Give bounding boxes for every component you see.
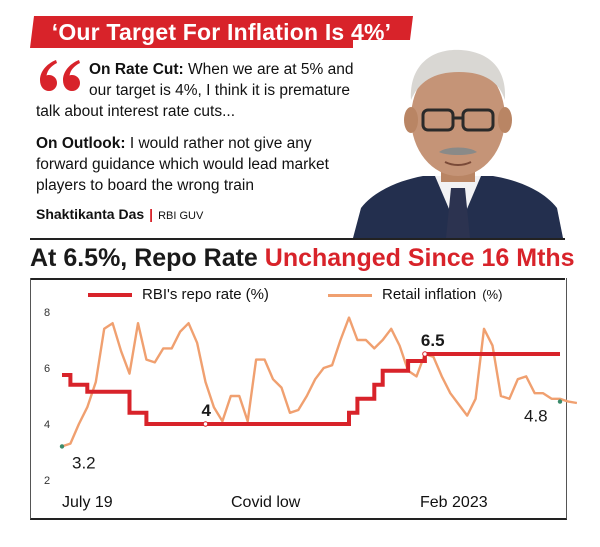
legend-unit-inflation: (%)	[482, 287, 503, 302]
chart-frame	[30, 278, 567, 520]
legend-label-repo: RBI's repo rate	[142, 286, 242, 303]
portrait-image	[353, 40, 563, 238]
chart-headline: At 6.5%, Repo Rate Unchanged Since 16 Mt…	[30, 244, 575, 273]
y-tick-label-6: 6	[44, 363, 50, 375]
quote-outlook-label: On Outlook:	[36, 135, 126, 152]
quote-mark-icon	[40, 60, 80, 91]
annotation-label-3: 4.8	[524, 407, 548, 426]
inflation-line	[61, 316, 578, 448]
y-tick-label-2: 2	[44, 475, 50, 487]
mid-divider	[30, 278, 565, 280]
x-tick-label-covid-low: Covid low	[231, 494, 301, 511]
quote-rate-cut-line3: talk about interest rate cuts...	[36, 103, 236, 120]
quote-rate-cut-text1: When we are at 5% and	[183, 61, 354, 78]
top-divider	[30, 238, 565, 240]
annotation-label-0: 3.2	[72, 453, 96, 472]
quote-rate-cut-line1: On Rate Cut: When we are at 5% and	[89, 60, 353, 80]
headline-highlight: Unchanged Since 16 Mths	[264, 244, 575, 272]
headline-prefix: At 6.5%, Repo Rate	[30, 244, 265, 272]
annotation-marker-0	[59, 444, 65, 449]
y-tick-label-8: 8	[44, 307, 50, 319]
legend-label-inflation: Retail inflation	[382, 286, 477, 303]
x-tick-label-feb2023: Feb 2023	[420, 494, 488, 511]
annotation-marker-1	[202, 421, 209, 427]
x-tick-label-july19: July 19	[62, 494, 113, 511]
annotation-label-1: 4	[202, 401, 212, 420]
y-tick-label-4: 4	[44, 419, 50, 431]
byline-role: RBI GUV	[158, 210, 204, 222]
quote-outlook-line2: forward guidance which would lead market	[36, 156, 329, 173]
legend-item-repo: RBI's repo rate (%)	[88, 286, 269, 303]
byline: Shaktikanta Das | RBI GUV	[36, 206, 203, 222]
annotation-marker-2	[422, 351, 428, 357]
quote-outlook-text1: I would rather not give any	[125, 135, 312, 152]
annotation-marker-3	[557, 399, 563, 404]
legend-swatch-inflation	[328, 293, 372, 297]
legend-unit-repo: (%)	[245, 286, 269, 303]
annotation-label-2: 6.5	[421, 331, 445, 350]
repo-rate-line	[62, 352, 560, 426]
quote-outlook-line3: players to board the wrong train	[36, 177, 254, 194]
banner-title: ‘Our Target For Inflation Is 4%’	[51, 19, 392, 45]
quote-rate-cut-label: On Rate Cut:	[89, 61, 184, 78]
quote-outlook-line1: On Outlook: I would rather not give any	[36, 134, 312, 154]
legend-swatch-repo	[88, 293, 132, 298]
quote-rate-cut-line2: our target is 4%, I think it is prematur…	[89, 82, 368, 99]
byline-separator: |	[149, 206, 154, 222]
banner-background	[30, 16, 413, 48]
banner: ‘Our Target For Inflation Is 4%’	[30, 16, 413, 48]
byline-name: Shaktikanta Das	[36, 206, 145, 222]
legend-item-inflation: Retail inflation (%)	[328, 286, 502, 303]
